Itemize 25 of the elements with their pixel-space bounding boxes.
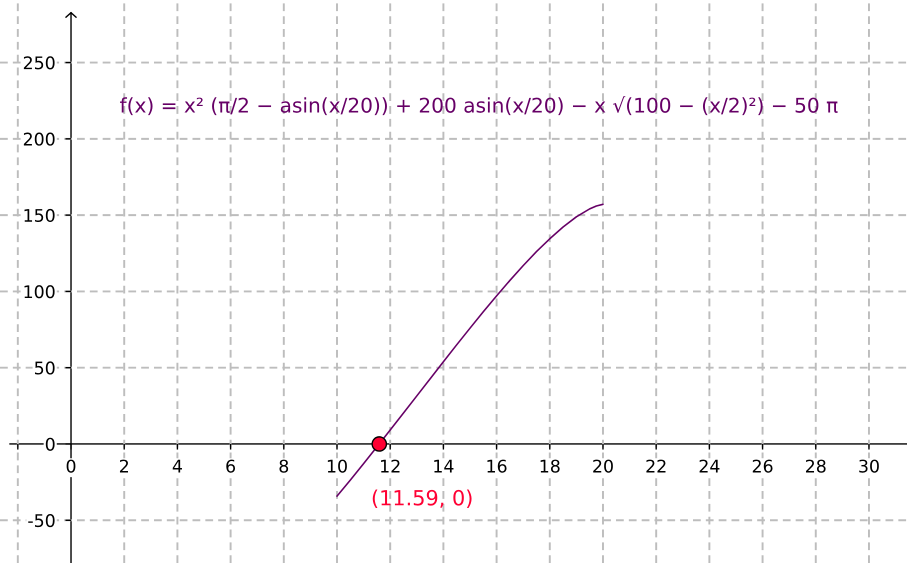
x-tick-label: 0 <box>66 460 76 473</box>
x-tick-label: 28 <box>806 460 826 473</box>
x-tick-label: 20 <box>593 460 613 473</box>
x-tick-label: 10 <box>328 460 347 473</box>
x-tick-label: 18 <box>540 460 560 473</box>
x-tick-label: 6 <box>226 460 236 473</box>
x-tick-label: 26 <box>752 460 773 473</box>
x-tick-label: 22 <box>646 460 666 472</box>
x-tick-label: 24 <box>700 460 720 472</box>
y-tick-label: 250 <box>24 56 55 70</box>
y-tick-label: 200 <box>24 132 55 146</box>
x-tick-label: 12 <box>381 460 400 472</box>
x-tick-label: 2 <box>120 460 128 472</box>
annotation: (11.59, 0) <box>372 489 472 508</box>
x-tick-label: 30 <box>859 460 879 473</box>
y-tick-label: 150 <box>24 208 55 222</box>
annotation: f(x) = x² (π/2 − asin(x/20)) + 200 asin(x/20) − x √(100 − (x/2)²) − 50 π <box>120 96 838 116</box>
y-tick-label: 50 <box>34 361 55 375</box>
y-tick-label: 100 <box>24 285 55 298</box>
x-tick-label: 14 <box>434 460 454 472</box>
x-tick-label: 8 <box>279 460 288 473</box>
y-tick-label: -50 <box>28 514 55 528</box>
x-tick-label: 4 <box>172 460 182 472</box>
y-tick-label: 0 <box>46 438 55 451</box>
x-tick-label: 16 <box>487 460 507 473</box>
